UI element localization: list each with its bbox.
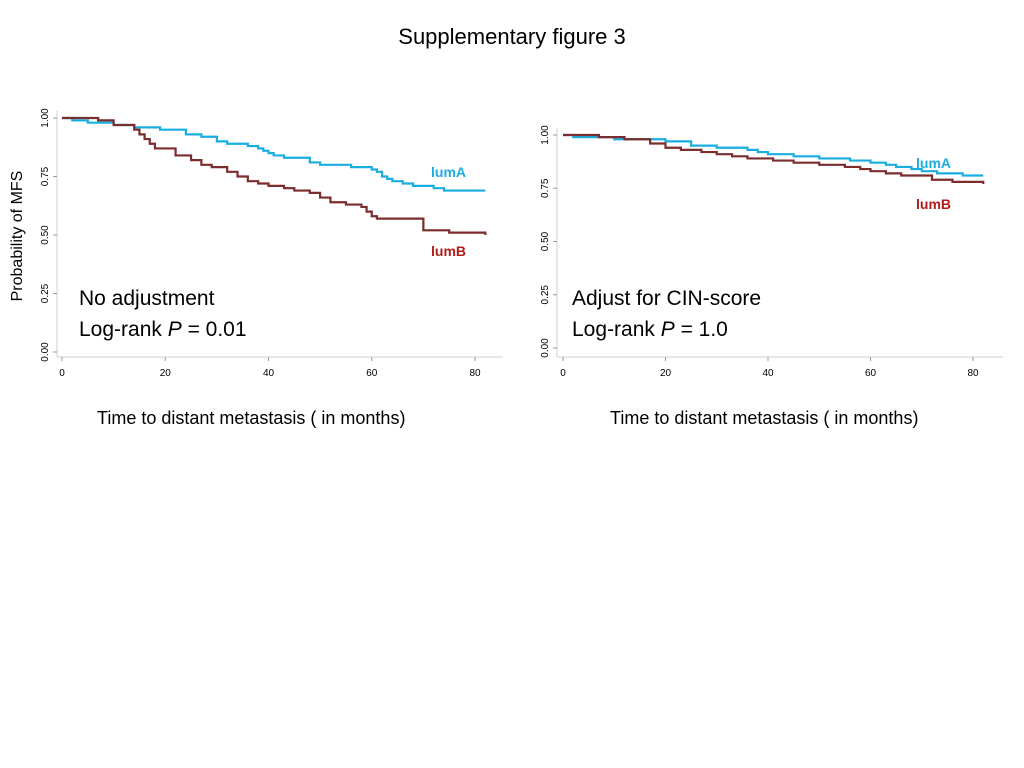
chart-no-adjustment: 0.00 0.25 0.50 0.75 1.00 0 20 40 60 80 Probability… (9, 108, 503, 379)
annotation-left-line2: Log-rank P = 0.01 (79, 318, 247, 341)
y-tick-label: 0.00 (540, 338, 551, 358)
page-title: Supplementary figure 3 (398, 24, 626, 49)
x-tick-label: 20 (660, 368, 672, 379)
series-line-lumA (563, 133, 984, 177)
series-label-lumB: lumB (431, 243, 466, 259)
y-tick-label: 1.00 (40, 108, 51, 128)
series-label-lumA: lumA (431, 164, 466, 180)
annotation-left: No adjustment Log-rank P = 0.01 (79, 283, 247, 345)
series-label-lumA: lumA (916, 155, 951, 171)
x-tick-label: 0 (59, 368, 65, 379)
series-line-lumB (62, 116, 487, 235)
y-tick-label: 0.00 (40, 342, 51, 362)
y-axis-label: Probability of MFS (9, 171, 26, 302)
x-tick-label: 60 (865, 368, 877, 379)
annotation-right-line1: Adjust for CIN-score (572, 287, 762, 310)
x-tick-label: 40 (263, 368, 275, 379)
x-tick-label: 40 (762, 368, 774, 379)
y-tick-label: 0.50 (540, 231, 551, 251)
annotation-right: Adjust for CIN-score Log-rank P = 1.0 (572, 283, 761, 345)
x-tick-label: 60 (366, 368, 378, 379)
x-axis-label-right: Time to distant metastasis ( in months) (610, 408, 919, 428)
y-tick-label: 0.25 (40, 283, 51, 303)
annotation-left-line1: No adjustment (79, 287, 215, 310)
y-tick-label: 0.75 (540, 178, 551, 198)
x-tick-label: 80 (967, 368, 979, 379)
x-tick-label: 80 (469, 368, 481, 379)
y-tick-label: 0.25 (540, 285, 551, 305)
annotation-right-line2: Log-rank P = 1.0 (572, 318, 728, 341)
x-tick-label: 0 (560, 368, 566, 379)
series-label-lumB: lumB (916, 196, 951, 212)
y-tick-label: 0.50 (40, 225, 51, 245)
series-line-lumB (563, 133, 985, 184)
series-line-lumA (62, 116, 486, 192)
y-tick-label: 0.75 (40, 166, 51, 186)
x-axis-label-left: Time to distant metastasis ( in months) (97, 408, 406, 428)
chart-adjust-cin-score: 0.00 0.25 0.50 0.75 1.00 0 20 40 60 80 lumA lumB (540, 125, 1003, 379)
y-tick-label: 1.00 (540, 125, 551, 145)
x-tick-label: 20 (160, 368, 172, 379)
